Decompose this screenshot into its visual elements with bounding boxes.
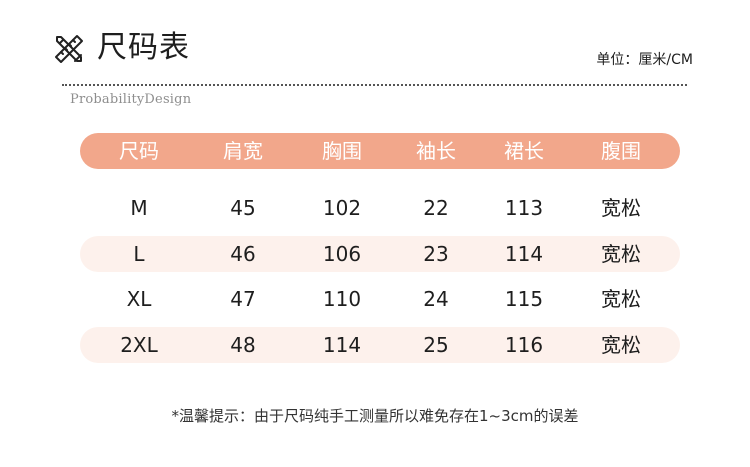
cell-shoulder: 47 bbox=[230, 287, 256, 311]
unit-label: 单位：厘米/CM bbox=[596, 52, 693, 68]
brand-name: ProbabilityDesign bbox=[70, 92, 192, 107]
cell-sleeve: 23 bbox=[423, 242, 449, 266]
column-header-skirt-length: 裙长 bbox=[504, 139, 544, 163]
column-header-chest: 胸围 bbox=[322, 139, 362, 163]
cell-waist: 宽松 bbox=[601, 242, 641, 266]
cell-sleeve: 24 bbox=[423, 287, 449, 311]
column-header-size: 尺码 bbox=[119, 139, 159, 163]
table-row: M 45 102 22 113 宽松 bbox=[80, 190, 680, 226]
cell-shoulder: 46 bbox=[230, 242, 256, 266]
cell-waist: 宽松 bbox=[601, 333, 641, 357]
table-row: L 46 106 23 114 宽松 bbox=[80, 236, 680, 272]
cell-chest: 114 bbox=[322, 333, 362, 357]
table-header: 尺码 肩宽 胸围 袖长 裙长 腹围 bbox=[80, 133, 680, 169]
cell-chest: 106 bbox=[322, 242, 362, 266]
cell-skirt-length: 113 bbox=[504, 196, 544, 220]
cell-size: XL bbox=[126, 287, 152, 311]
tip-note: *温馨提示：由于尺码纯手工测量所以难免存在1~3cm的误差 bbox=[171, 407, 579, 425]
cell-size: M bbox=[130, 196, 148, 220]
column-header-waist: 腹围 bbox=[601, 139, 641, 163]
cell-sleeve: 22 bbox=[423, 196, 449, 220]
cell-waist: 宽松 bbox=[601, 196, 641, 220]
dotted-divider bbox=[62, 84, 687, 86]
cell-shoulder: 48 bbox=[230, 333, 256, 357]
table-row: 2XL 48 114 25 116 宽松 bbox=[80, 327, 680, 363]
cell-chest: 110 bbox=[322, 287, 362, 311]
page-title: 尺码表 bbox=[97, 30, 190, 65]
crossed-pencil-ruler-icon bbox=[55, 35, 83, 63]
cell-sleeve: 25 bbox=[423, 333, 449, 357]
cell-waist: 宽松 bbox=[601, 287, 641, 311]
cell-skirt-length: 115 bbox=[504, 287, 544, 311]
column-header-shoulder: 肩宽 bbox=[223, 139, 263, 163]
cell-size: 2XL bbox=[120, 333, 158, 357]
cell-chest: 102 bbox=[322, 196, 362, 220]
column-header-sleeve: 袖长 bbox=[416, 139, 456, 163]
cell-skirt-length: 114 bbox=[504, 242, 544, 266]
cell-shoulder: 45 bbox=[230, 196, 256, 220]
cell-size: L bbox=[133, 242, 145, 266]
cell-skirt-length: 116 bbox=[504, 333, 544, 357]
table-row: XL 47 110 24 115 宽松 bbox=[80, 281, 680, 317]
